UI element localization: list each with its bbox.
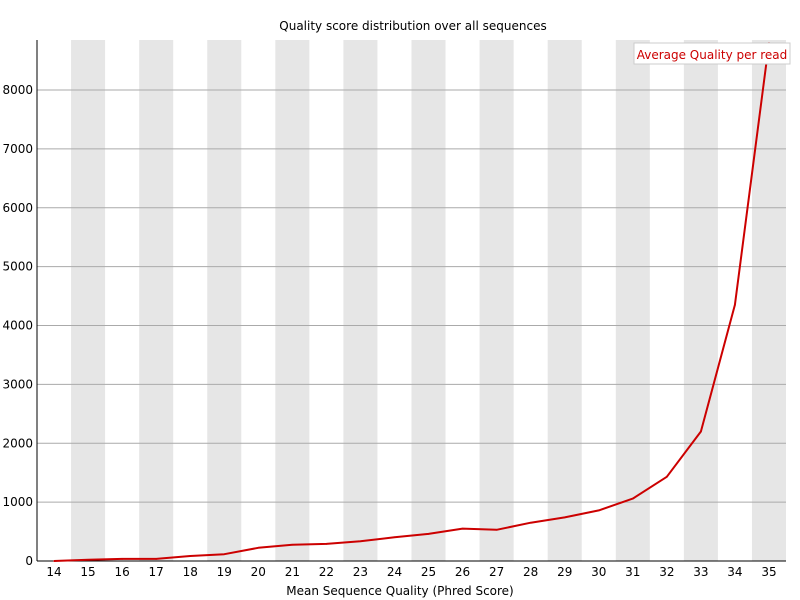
band-31 [615, 40, 650, 561]
y-tick-label-1000: 1000 [2, 495, 33, 509]
x-tick-label-14: 14 [46, 565, 61, 579]
data-point-14 [53, 560, 55, 562]
x-tick-label-17: 17 [149, 565, 164, 579]
band-33 [683, 40, 718, 561]
x-tick-label-26: 26 [455, 565, 470, 579]
y-tick-label-6000: 6000 [2, 201, 33, 215]
y-tick-label-4000: 4000 [2, 319, 33, 333]
data-point-27 [495, 528, 498, 531]
data-point-33 [700, 430, 702, 433]
data-point-16 [121, 558, 123, 560]
data-point-22 [325, 543, 328, 545]
data-point-17 [155, 558, 157, 560]
x-tick-label-22: 22 [319, 565, 334, 579]
data-point-19 [223, 553, 226, 556]
x-tick-label-25: 25 [421, 565, 436, 579]
x-tick-label-24: 24 [387, 565, 402, 579]
data-point-31 [631, 497, 634, 500]
x-tick-label-21: 21 [285, 565, 300, 579]
x-tick-label-35: 35 [761, 565, 776, 579]
data-point-34 [734, 304, 736, 306]
data-point-18 [189, 555, 192, 557]
x-tick-label-34: 34 [727, 565, 742, 579]
legend-box [633, 42, 791, 65]
band-35 [751, 40, 786, 561]
band-15 [71, 40, 106, 561]
band-25 [411, 40, 446, 561]
axes [36, 40, 786, 562]
x-tick-label-29: 29 [557, 565, 572, 579]
x-tick-label-18: 18 [183, 565, 198, 579]
data-point-32 [666, 476, 668, 478]
x-tick-label-33: 33 [693, 565, 708, 579]
x-tick-label-27: 27 [489, 565, 504, 579]
x-axis-label: Mean Sequence Quality (Phred Score) [286, 584, 514, 598]
band-19 [207, 40, 242, 561]
y-tick-label-5000: 5000 [2, 260, 33, 274]
x-tick-labels: 14 15 16 17 18 19 20 21 22 23 24 25 26 27 28 29 30 31 32 33… [46, 565, 776, 579]
x-tick-label-28: 28 [523, 565, 538, 579]
y-tick-label-3000: 3000 [2, 377, 33, 391]
data-point-29 [563, 516, 566, 519]
band-23 [343, 40, 378, 561]
data-point-28 [529, 521, 532, 524]
chart-title: Quality score distribution over all sequ… [279, 19, 546, 33]
x-tick-label-32: 32 [659, 565, 674, 579]
x-tick-label-15: 15 [80, 565, 95, 579]
x-tick-label-20: 20 [251, 565, 266, 579]
y-tick-label-7000: 7000 [2, 142, 33, 156]
y-tick-label-8000: 8000 [2, 83, 33, 97]
alternating-bands [71, 40, 786, 561]
data-point-30 [597, 509, 600, 512]
band-29 [547, 40, 582, 561]
x-tick-label-23: 23 [353, 565, 368, 579]
y-tick-label-0: 0 [25, 554, 33, 568]
data-point-21 [291, 544, 294, 546]
series-line-0 [53, 42, 770, 562]
data-point-25 [427, 533, 430, 535]
data-point-23 [359, 540, 362, 543]
data-point-26 [461, 527, 464, 530]
x-tick-label-19: 19 [217, 565, 232, 579]
band-27 [479, 40, 514, 561]
data-point-20 [257, 546, 260, 549]
x-tick-label-16: 16 [114, 565, 129, 579]
legend: Average Quality per read [633, 42, 791, 65]
y-tick-labels: 0 1000 2000 3000 4000 5000 6000 7000 8000 [2, 83, 33, 568]
x-tick-label-31: 31 [625, 565, 640, 579]
band-17 [139, 40, 174, 561]
data-point-24 [393, 536, 396, 538]
y-tick-label-2000: 2000 [2, 436, 33, 450]
x-tick-label-30: 30 [591, 565, 606, 579]
legend-entry-average-quality: Average Quality per read [637, 48, 788, 62]
series-layer [53, 42, 770, 562]
band-21 [275, 40, 310, 561]
data-point-15 [87, 559, 89, 561]
gridlines [37, 89, 786, 503]
